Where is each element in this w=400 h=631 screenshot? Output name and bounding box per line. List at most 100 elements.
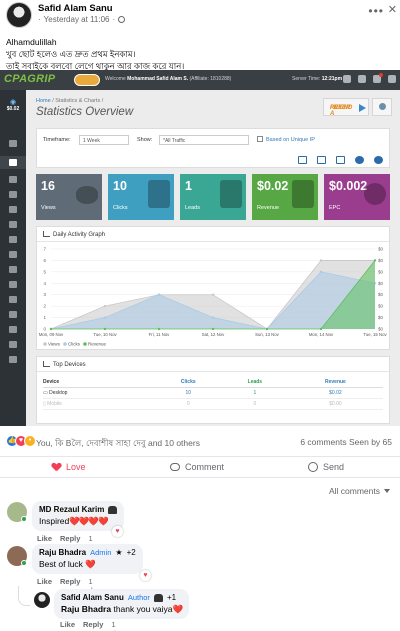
col-revenue: Revenue (287, 377, 383, 388)
comment-seen-count[interactable]: 6 comments Seen by 65 (300, 437, 392, 447)
table-row: ▯ Mobile 0 0 $0.00 (43, 398, 383, 410)
welcome-text: Welcome Mohammad Safid Alam S. (Affiliat… (105, 76, 231, 82)
comment-text: Raju Bhadra thank you vaiya❤️ (61, 604, 183, 614)
stat-label: Leads (185, 205, 200, 211)
post-text: Alhamdulillah খুব ছোট হলেও এত দ্রুত প্রথ… (6, 36, 184, 72)
praying-hands-icon (108, 505, 118, 514)
device-desktop: ▭ Desktop (43, 387, 155, 399)
online-indicator (21, 560, 27, 566)
timeframe-select: 1 Week (79, 135, 129, 145)
comment-button[interactable]: Comment (170, 462, 224, 472)
table-header-row: Device Clicks Leads Revenue (43, 377, 383, 388)
close-icon[interactable]: ✕ (387, 4, 397, 16)
comment-like-button[interactable]: Like (37, 534, 53, 543)
cell-revenue: $0.00 (287, 398, 383, 410)
badge-extra-count: +2 (126, 548, 136, 557)
divider (37, 371, 389, 372)
post-image[interactable]: CPAGRIP Welcome Mohammad Safid Alam S. (… (0, 70, 400, 426)
comment-reply-button[interactable]: Reply (60, 534, 81, 543)
table-row: ▭ Desktop 10 1 $0.02 (43, 387, 383, 399)
wifi-icon: ◉ (9, 99, 17, 106)
data-point (319, 270, 323, 274)
post-text-line-2: খুব ছোট হলেও এত দ্রুত প্রথম ইনকাম। (6, 49, 136, 59)
page-title: Statistics Overview (36, 106, 134, 118)
col-leads: Leads (221, 377, 288, 388)
praying-hands-icon (153, 593, 163, 602)
stat-card-views: 16 Views (36, 174, 102, 220)
comment-reply-button[interactable]: Reply (60, 577, 81, 586)
reply-author-avatar[interactable] (34, 592, 50, 608)
comment-author[interactable]: Raju Bhadra Admin ★ +2 (39, 548, 136, 557)
reaction-icons[interactable]: 👍 ♥ • (6, 435, 36, 447)
x-tick-label: Tue, 15 Nov (363, 332, 387, 337)
data-point (319, 327, 323, 331)
data-point (211, 293, 215, 296)
breadcrumb: Home / Statistics & Charts / (36, 98, 103, 104)
data-point (373, 259, 377, 262)
sidebar-item-users-icon (9, 311, 17, 318)
reaction-names[interactable]: You, কি Bলৈ, দেবাশীষ সাহা দেবু and 10 ot… (36, 438, 200, 448)
comment-label: Comment (185, 462, 225, 472)
comment-author[interactable]: MD Rezaul Karim (39, 505, 118, 514)
sidebar-item-tools-icon (9, 191, 17, 198)
data-point (319, 259, 323, 262)
heart-icon (52, 463, 61, 472)
cell-revenue: $0.02 (287, 387, 383, 399)
comment-love-reaction-icon[interactable]: ♥ (140, 570, 151, 581)
sidebar-item-info-icon (9, 356, 17, 363)
eye-icon (76, 186, 98, 204)
data-point (103, 327, 107, 331)
sidebar-item-chart-icon (9, 296, 17, 303)
post-author[interactable]: Safid Alam Sanu (38, 3, 113, 14)
more-options-icon[interactable]: ••• (368, 4, 384, 18)
comment-like-button[interactable]: Like (37, 577, 53, 586)
send-button[interactable]: Send (308, 462, 344, 472)
author-avatar[interactable] (6, 2, 32, 28)
mention[interactable]: Raju Bhadra (61, 604, 112, 614)
send-label: Send (323, 462, 345, 472)
y-right-tick-label: $0 (378, 247, 384, 252)
unique-ip-checkbox (257, 136, 263, 142)
post-time[interactable]: Yesterday at 11:06 (43, 15, 110, 24)
logo-badge-icon (74, 74, 100, 86)
sidebar-item-grid-icon (9, 251, 17, 258)
online-indicator (21, 516, 27, 522)
post-header: Safid Alam Sanu · Yesterday at 11:06 · •… (0, 0, 400, 34)
y-tick-label: 0 (43, 327, 46, 332)
x-tick-label: Fri, 11 Nov (149, 332, 171, 337)
y-right-tick-label: $0 (378, 269, 384, 274)
all-comments-dropdown[interactable]: All comments (329, 486, 390, 496)
post-meta: · Yesterday at 11:06 · (38, 15, 126, 24)
y-right-tick-label: $0 (378, 327, 384, 332)
comment-bubble: Safid Alam Sanu Author +1 Raju Bhadra th… (54, 589, 190, 619)
legend-swatch (63, 342, 67, 346)
stat-value: 1 (185, 179, 192, 193)
comment-author[interactable]: Safid Alam Sanu Author +1 (61, 593, 177, 602)
post-text-line-3: তাই সবাইকে বলবো লেগে থাকুন আর কাজ করে যা… (6, 61, 185, 71)
chart-tool-icons (298, 156, 383, 164)
clipboard-icon (220, 180, 242, 208)
comment-love-reaction-icon[interactable]: ♥ (112, 526, 123, 537)
table-icon (317, 156, 326, 164)
love-button[interactable]: Love (52, 462, 86, 472)
hearts-emoji: ❤️❤️❤️❤️ (69, 516, 108, 526)
divider (37, 241, 389, 242)
user-icon (343, 75, 351, 83)
list-icon (336, 156, 345, 164)
notification-icon (373, 73, 383, 83)
pointer-hand-icon (148, 180, 170, 208)
sidebar-item-settings-icon (9, 341, 17, 348)
comment-reply-button[interactable]: Reply (83, 620, 104, 629)
y-right-tick-label: $0 (378, 315, 384, 320)
show-label: Show: (137, 137, 153, 143)
traffic-select: *All Traffic (159, 135, 249, 145)
comment-like-button[interactable]: Like (60, 620, 76, 629)
sidebar-item-dashboard-icon (9, 140, 17, 147)
reactions-bar[interactable]: 👍 ♥ • You, কি Bলৈ, দেবাশীষ সাহা দেবু and… (0, 430, 400, 452)
comment-time[interactable]: 1 d (111, 620, 116, 631)
data-point (157, 293, 161, 296)
col-clicks: Clicks (154, 377, 222, 388)
cpagrip-logo: CPAGRIP (4, 73, 56, 85)
stat-label: Clicks (113, 205, 128, 211)
device-mobile: ▯ Mobile (43, 398, 155, 410)
